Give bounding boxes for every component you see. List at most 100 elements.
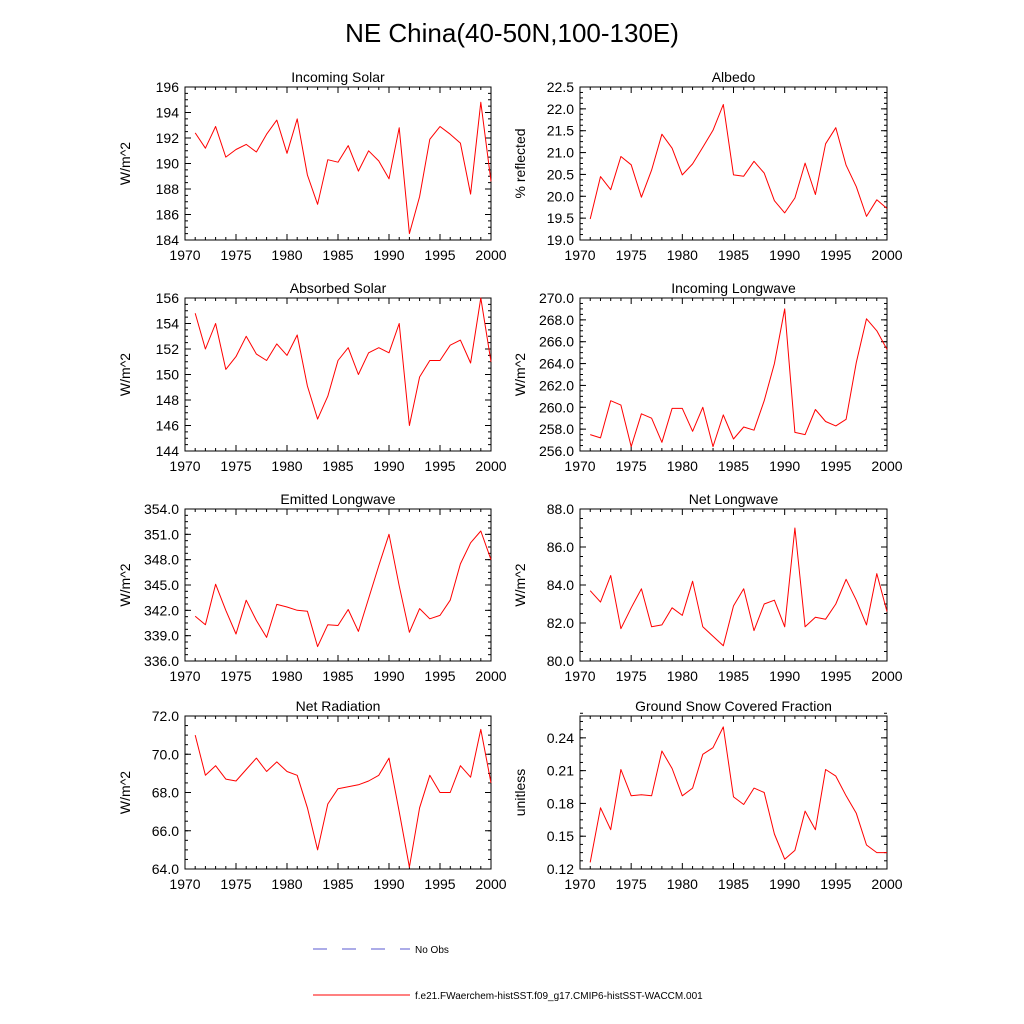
x-tick-label: 1980 [667,876,698,892]
panel-7: Net Radiation W/m^2 1970 1975 1980 1985 1990 19… [117,698,507,892]
panel-1: Incoming Solar W/m^2 1970 1975 1980 1985 1990 1… [117,69,507,263]
y-tick-label: 0.21 [547,763,574,779]
series-line-1 [589,726,887,863]
legend-model-label: f.e21.FWaerchem-histSST.f09_g17.CMIP6-hi… [415,991,703,1002]
x-tick-label: 2000 [475,247,506,263]
x-tick-label: 1985 [322,458,353,474]
x-tick-label: 1995 [820,458,851,474]
x-tick-label: 2000 [475,668,506,684]
x-tick-label: 1970 [564,247,595,263]
y-tick-label: 22.0 [547,101,574,117]
x-tick-label: 2000 [871,458,902,474]
y-tick-label: 188 [156,181,180,197]
x-tick-label: 1995 [820,876,851,892]
y-axis-label: W/m^2 [117,353,133,396]
y-tick-label: 22.5 [547,79,574,95]
x-tick-label: 1980 [667,668,698,684]
y-tick-label: 66.0 [152,823,179,839]
x-tick-label: 1990 [769,458,800,474]
legend-obs-label: No Obs [415,945,449,956]
x-tick-label: 1970 [564,668,595,684]
x-tick-label: 1975 [220,247,251,263]
x-tick-label: 1970 [564,458,595,474]
x-tick-label: 1970 [564,876,595,892]
figure-title: NE China(40-50N,100-130E) [345,18,679,48]
y-axis-label: W/m^2 [117,771,133,814]
x-tick-label: 1985 [718,247,749,263]
x-tick-label: 1990 [769,247,800,263]
x-tick-label: 1970 [169,458,200,474]
y-tick-label: 256.0 [539,443,574,459]
y-tick-label: 190 [156,156,180,172]
x-tick-label: 1975 [616,876,647,892]
series-line-1 [590,308,888,448]
x-tick-label: 1990 [373,668,404,684]
y-tick-label: 20.0 [547,188,574,204]
y-tick-label: 146 [156,418,180,434]
panel-2: Albedo % reflected 1970 1975 1980 1985 1990 199… [512,69,903,263]
y-tick-label: 21.5 [547,123,574,139]
x-tick-label: 2000 [871,876,902,892]
panel-title: Emitted Longwave [280,491,395,507]
panel-title: Net Radiation [296,698,381,714]
y-tick-label: 150 [156,367,180,383]
x-tick-label: 1985 [718,668,749,684]
y-tick-label: 264.0 [539,356,574,372]
y-tick-label: 270.0 [539,290,574,306]
series-line-1 [194,101,492,235]
y-tick-label: 342.0 [144,602,179,618]
x-tick-label: 2000 [871,247,902,263]
y-tick-label: 345.0 [144,577,179,593]
series-line-1 [589,527,888,647]
x-tick-label: 1995 [820,247,851,263]
y-tick-label: 64.0 [152,861,179,877]
y-tick-label: 260.0 [539,399,574,415]
x-tick-label: 1980 [271,876,302,892]
panel-4: Incoming Longwave W/m^2 1970 1975 1980 1985 19… [512,280,903,474]
y-tick-label: 80.0 [547,653,574,669]
y-tick-label: 148 [156,392,180,408]
y-tick-label: 262.0 [539,377,574,393]
panel-6: Net Longwave W/m^2 1970 1975 1980 1985 1990 199… [512,491,903,684]
y-tick-label: 192 [156,130,180,146]
y-tick-label: 19.0 [547,232,574,248]
y-tick-label: 354.0 [144,501,179,517]
legend: No Obs f.e21.FWaerchem-histSST.f09_g17.C… [313,945,703,1002]
x-tick-label: 1985 [322,876,353,892]
x-tick-label: 1970 [169,247,200,263]
y-tick-label: 258.0 [539,421,574,437]
x-tick-label: 2000 [475,876,506,892]
x-tick-label: 1980 [271,458,302,474]
x-tick-label: 1970 [169,876,200,892]
y-tick-label: 144 [156,443,180,459]
y-axis-label: W/m^2 [512,563,528,606]
y-tick-label: 0.18 [547,795,574,811]
x-tick-label: 1975 [220,668,251,684]
x-tick-label: 1975 [220,876,251,892]
y-tick-label: 186 [156,207,180,223]
x-tick-label: 2000 [871,668,902,684]
panel-title: Absorbed Solar [290,280,387,296]
y-axis-label: W/m^2 [117,142,133,185]
x-tick-label: 1995 [424,458,455,474]
x-tick-label: 1990 [373,458,404,474]
y-tick-label: 84.0 [547,577,574,593]
y-tick-label: 351.0 [144,526,179,542]
panel-title: Incoming Solar [291,69,385,85]
y-tick-label: 86.0 [547,539,574,555]
y-tick-label: 68.0 [152,785,179,801]
y-axis-label: W/m^2 [117,563,133,606]
x-tick-label: 1990 [373,876,404,892]
x-tick-label: 1975 [616,247,647,263]
x-tick-label: 1970 [169,668,200,684]
x-tick-label: 1975 [220,458,251,474]
y-tick-label: 19.5 [547,210,574,226]
series-line-1 [194,530,492,648]
series-line-1 [589,104,888,220]
panel-title: Ground Snow Covered Fraction [635,698,832,714]
y-axis-label: unitless [512,769,528,816]
x-tick-label: 1980 [667,247,698,263]
y-tick-label: 152 [156,341,180,357]
x-tick-label: 1975 [616,458,647,474]
